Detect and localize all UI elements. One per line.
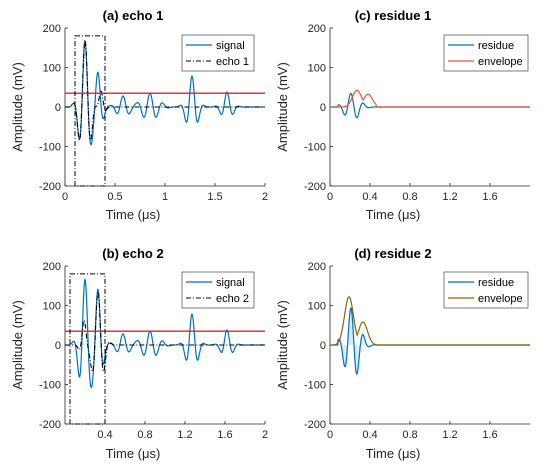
panel-d-ytick-label: -100 xyxy=(304,380,326,392)
panel-c-ylabel: Amplitude (mV) xyxy=(275,62,290,152)
panel-c-ytick-label: 0 xyxy=(320,102,326,114)
panel-b-ytick-label: 200 xyxy=(43,261,61,273)
panel-a-ytick-label: 0 xyxy=(55,102,61,114)
panel-c-xlabel: Time (μs) xyxy=(366,207,421,222)
panel-c-xtick-label: 1.6 xyxy=(482,191,497,203)
panel-b-xtick-label: 2 xyxy=(262,429,268,441)
panel-d-residue-fill xyxy=(330,308,530,375)
panel-b-echo-2: (b) echo 2 Time (μs) Amplitude (mV) -200… xyxy=(10,246,268,461)
panel-b-xtick-label: 0.8 xyxy=(137,429,152,441)
panel-a-series-echo-1 xyxy=(65,38,265,141)
panel-a-series-signal xyxy=(64,40,265,146)
panel-c-series-envelope xyxy=(330,89,530,108)
panel-b-echo-window xyxy=(69,273,106,425)
panel-d-legend: residue envelope xyxy=(443,271,529,309)
panel-d-xlabel: Time (μs) xyxy=(366,446,421,461)
panel-a-ytick-label: -100 xyxy=(39,142,61,154)
panel-b-ytick-label: 0 xyxy=(55,340,61,352)
panel-c-legend-box xyxy=(443,34,529,72)
panel-c-plot-area: -200 -100 0 100 200 0 0.4 0.8 1.2 1.6 xyxy=(304,23,530,203)
panel-d-xtick-label: 0.4 xyxy=(362,429,377,441)
panel-b-ytick-label: -200 xyxy=(39,419,61,431)
panel-b-title: (b) echo 2 xyxy=(102,246,163,261)
panel-b-legend-signal: signal xyxy=(216,277,245,289)
panel-c-ytick-label: -200 xyxy=(304,181,326,193)
panel-a-title: (a) echo 1 xyxy=(103,8,164,23)
panel-d-title: (d) residue 2 xyxy=(354,246,431,261)
panel-c-series-residue xyxy=(330,92,530,119)
panel-c-title: (c) residue 1 xyxy=(355,8,432,23)
panel-a-legend-echo: echo 1 xyxy=(216,56,249,68)
panel-d-legend-residue: residue xyxy=(478,277,514,289)
panel-a-ytick-label: 100 xyxy=(43,63,61,75)
panel-c-xtick-label: 0.8 xyxy=(402,191,417,203)
panel-a-xtick-label: 1.5 xyxy=(207,191,222,203)
panel-c-ytick-label: 200 xyxy=(308,23,326,35)
panel-d-series-residue xyxy=(330,306,530,375)
panel-d-xtick-label: 1.6 xyxy=(482,429,497,441)
panel-c-ytick-label: -100 xyxy=(304,142,326,154)
panel-d-ytick-label: 100 xyxy=(308,301,326,313)
panel-d-xtick-label: 0 xyxy=(327,429,333,441)
panel-b-xlabel: Time (μs) xyxy=(106,446,161,461)
panel-b-legend: signal echo 2 xyxy=(181,271,255,309)
panel-b-xtick-label: 1.2 xyxy=(177,429,192,441)
panel-c-xtick-label: 0 xyxy=(327,191,333,203)
panel-a-legend-box xyxy=(181,34,255,72)
panel-a-echo-window xyxy=(74,35,106,187)
panel-a-legend: signal echo 1 xyxy=(181,34,255,72)
panel-a-echo-1: (a) echo 1 Time (μs) Amplitude (mV) -200… xyxy=(10,8,268,222)
panel-b-legend-box xyxy=(181,271,255,309)
panel-b-xtick-label: 1.6 xyxy=(217,429,232,441)
panel-c-ytick-label: 100 xyxy=(308,63,326,75)
panel-d-residue-2: (d) residue 2 Time (μs) Amplitude (mV) -… xyxy=(275,246,530,461)
panel-d-ytick-label: -200 xyxy=(304,419,326,431)
panel-d-legend-box xyxy=(443,271,529,309)
panel-d-ytick-label: 0 xyxy=(320,340,326,352)
panel-c-xtick-label: 1.2 xyxy=(442,191,457,203)
panel-d-xtick-label: 0.8 xyxy=(402,429,417,441)
panel-d-plot-area: -200 -100 0 100 200 0 0.4 0.8 1.2 1.6 xyxy=(304,261,530,441)
panel-b-legend-echo: echo 2 xyxy=(216,293,249,305)
panel-d-legend-envelope: envelope xyxy=(478,293,523,305)
panel-a-xtick-label: 0.5 xyxy=(107,191,122,203)
panel-a-xtick-label: 0 xyxy=(62,191,68,203)
panel-a-legend-signal: signal xyxy=(216,40,245,52)
panel-c-legend-residue: residue xyxy=(478,40,514,52)
panel-b-ytick-label: -100 xyxy=(39,380,61,392)
panel-a-xtick-label: 1 xyxy=(162,191,168,203)
panel-a-plot-area: -200 -100 0 100 200 0 0.5 1 1.5 2 xyxy=(39,23,268,203)
panel-b-series-echo-2 xyxy=(65,291,265,373)
panel-b-ytick-label: 100 xyxy=(43,301,61,313)
panel-a-ytick-label: 200 xyxy=(43,23,61,35)
panel-b-series-signal xyxy=(64,277,265,389)
panel-d-series-envelope xyxy=(330,296,530,346)
panel-a-xlabel: Time (μs) xyxy=(106,207,161,222)
panel-c-legend: residue envelope xyxy=(443,34,529,72)
panel-d-xtick-label: 1.2 xyxy=(442,429,457,441)
panel-d-ylabel: Amplitude (mV) xyxy=(275,300,290,390)
panel-a-ylabel: Amplitude (mV) xyxy=(10,62,25,152)
panel-c-legend-envelope: envelope xyxy=(478,56,523,68)
panel-a-xtick-label: 2 xyxy=(262,191,268,203)
panel-b-ylabel: Amplitude (mV) xyxy=(10,300,25,390)
panel-c-xtick-label: 0.4 xyxy=(362,191,377,203)
panel-b-plot-area: -200 -100 0 100 200 0.4 0.8 1.2 1.6 2 xyxy=(39,261,268,441)
panel-b-xtick-label: 0.4 xyxy=(97,429,112,441)
panel-c-residue-1: (c) residue 1 Time (μs) Amplitude (mV) -… xyxy=(275,8,530,222)
panel-a-ytick-label: -200 xyxy=(39,181,61,193)
panel-d-ytick-label: 200 xyxy=(308,261,326,273)
